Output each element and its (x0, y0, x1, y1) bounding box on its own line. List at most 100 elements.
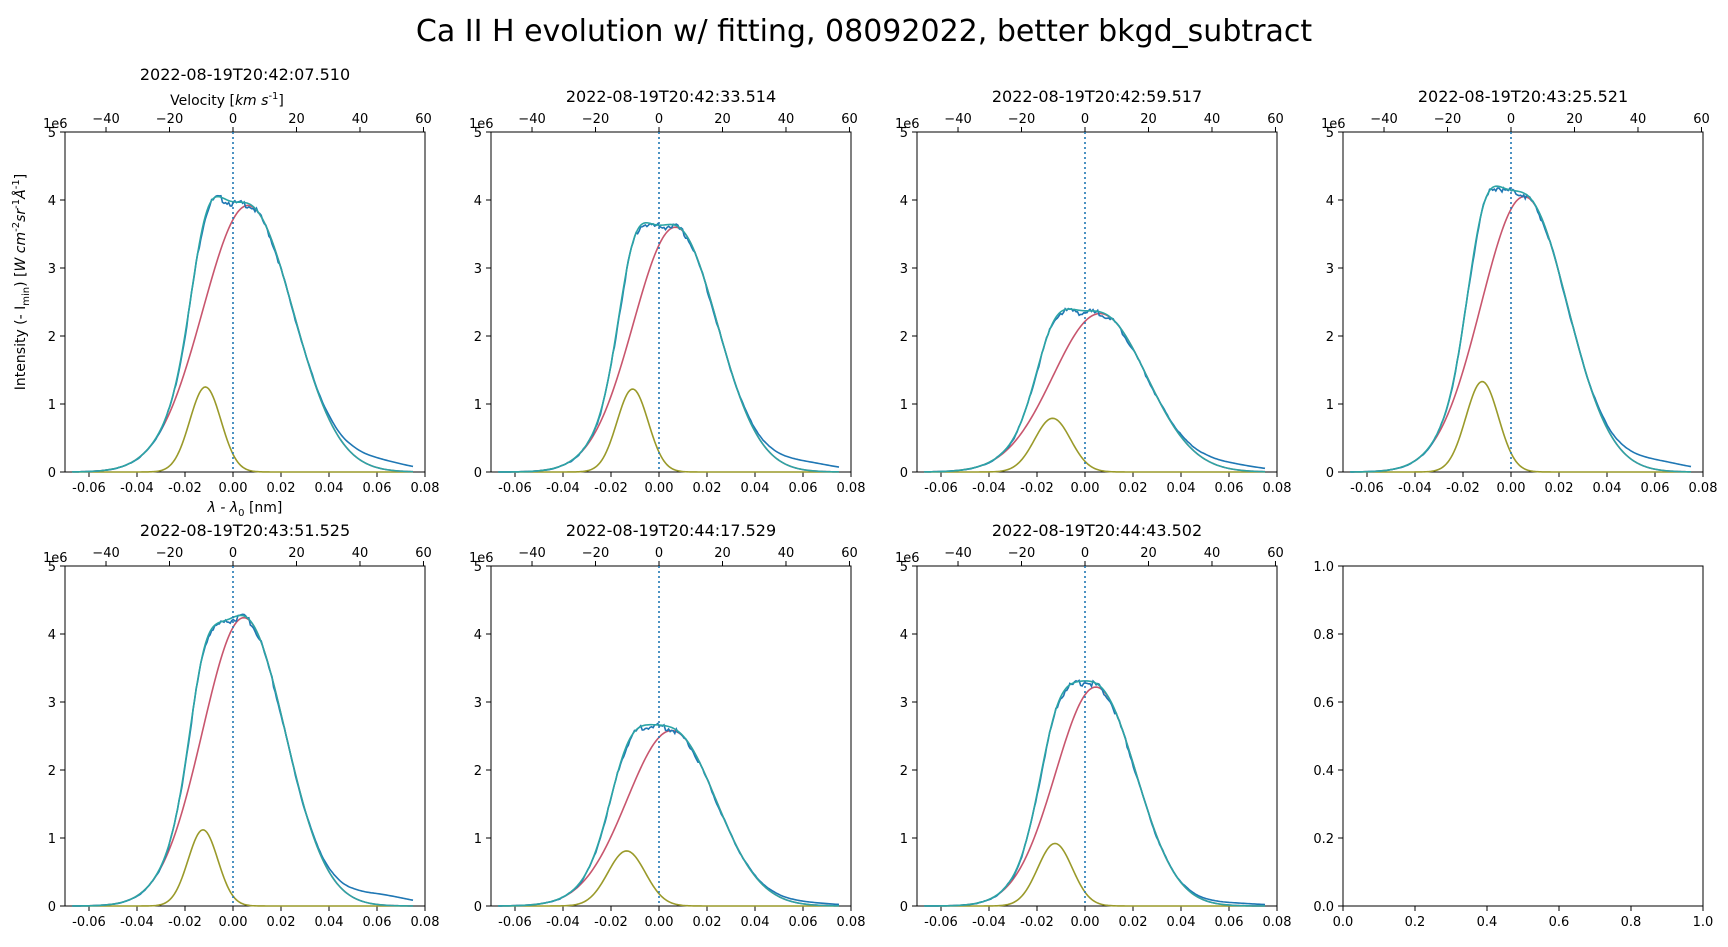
subplot-title: 2022-08-19T20:43:51.525 (140, 521, 350, 540)
blue-component-line (498, 850, 839, 907)
top-tick-label: 60 (415, 112, 432, 127)
x-tick-label: -0.04 (546, 915, 580, 930)
x-tick-label: 0.00 (219, 481, 248, 496)
top-tick-label: 60 (1267, 112, 1284, 127)
x-tick-label: 0.00 (1071, 481, 1100, 496)
top-tick-label: −20 (156, 112, 183, 127)
total-fit-line (498, 723, 840, 907)
x-tick-label: 0.02 (1119, 915, 1148, 930)
blue-component-line (72, 829, 413, 907)
y-tick-label: 2 (48, 764, 56, 779)
x-tick-label: 0.04 (315, 481, 344, 496)
y-offset-label: 1e6 (895, 551, 920, 566)
x-tick-label: 0.00 (219, 915, 248, 930)
total-fit-line (498, 221, 840, 473)
y-tick-label: 2 (1326, 330, 1334, 345)
top-tick-label: 20 (714, 112, 731, 127)
x-tick-label: 0.06 (1215, 915, 1244, 930)
x-tick-label: 0.4 (1477, 915, 1498, 930)
top-tick-label: 20 (1140, 112, 1157, 127)
top-tick-label: −20 (1008, 112, 1035, 127)
y-offset-label: 1e6 (43, 551, 68, 566)
y-tick-label: 2 (474, 330, 482, 345)
y-tick-label: 4 (900, 628, 908, 643)
top-tick-label: 20 (1566, 112, 1583, 127)
x-tick-label: 0.04 (1167, 915, 1196, 930)
top-tick-label: −40 (518, 112, 545, 127)
observed-profile-line (498, 722, 840, 907)
y-offset-label: 1e6 (469, 551, 494, 566)
y-tick-label: 0.8 (1313, 628, 1334, 643)
y-tick-label: 4 (1326, 194, 1334, 209)
total-fit-line (72, 614, 414, 907)
x-tick-label: 0.04 (741, 481, 770, 496)
top-tick-label: 60 (841, 112, 858, 127)
y-tick-label: 1 (900, 832, 908, 847)
x-tick-label: -0.04 (120, 481, 154, 496)
y-tick-label: 3 (48, 696, 56, 711)
x-axis-label: λ - λ0 [nm] (207, 500, 283, 519)
top-tick-label: 20 (288, 112, 305, 127)
y-tick-label: 4 (474, 194, 482, 209)
y-tick-label: 5 (48, 126, 56, 141)
top-tick-label: −40 (1370, 112, 1397, 127)
y-tick-label: 1 (474, 398, 482, 413)
top-tick-label: −40 (92, 546, 119, 561)
top-tick-label: 20 (714, 546, 731, 561)
observed-profile-line (924, 307, 1266, 473)
top-tick-label: −20 (1434, 112, 1461, 127)
y-tick-label: 2 (900, 330, 908, 345)
subplot-6: -0.06 -0.04 -0.02 0.00 0.02 0.04 0.06 0.08 0 1 2 3 4… (469, 521, 865, 930)
axes-frame (916, 131, 1278, 473)
x-tick-label: 0.06 (789, 915, 818, 930)
y-tick-label: 4 (474, 628, 482, 643)
y-tick-label: 4 (48, 628, 56, 643)
top-axis-label: Velocity [km s-1] (170, 91, 284, 109)
top-tick-label: 40 (778, 546, 795, 561)
x-tick-label: -0.02 (594, 915, 628, 930)
top-tick-label: 0 (1507, 112, 1515, 127)
x-tick-label: 0.00 (1071, 915, 1100, 930)
y-tick-label: 1 (1326, 398, 1334, 413)
y-tick-label: 0 (900, 900, 908, 915)
y-tick-label: 0 (474, 900, 482, 915)
x-tick-label: 0.00 (1497, 481, 1526, 496)
x-tick-label: -0.04 (546, 481, 580, 496)
x-tick-label: -0.06 (72, 481, 106, 496)
observed-profile-line (72, 194, 414, 473)
y-tick-label: 4 (48, 194, 56, 209)
x-tick-label: 0.08 (411, 481, 440, 496)
x-tick-label: 0.00 (645, 481, 674, 496)
top-tick-label: −20 (582, 112, 609, 127)
y-axis-label: Intensity (- Imin) [W cm-2sr-1Å-1] (11, 174, 32, 390)
x-tick-label: 0.02 (693, 481, 722, 496)
x-tick-label: 0.00 (645, 915, 674, 930)
top-tick-label: 40 (352, 112, 369, 127)
y-tick-label: 2 (474, 764, 482, 779)
observed-profile-line (72, 613, 414, 907)
y-tick-label: 3 (474, 262, 482, 277)
top-tick-label: −20 (156, 546, 183, 561)
x-tick-label: -0.04 (972, 915, 1006, 930)
x-tick-label: -0.06 (924, 915, 958, 930)
axes-frame (916, 565, 1278, 907)
y-offset-label: 1e6 (1321, 117, 1346, 132)
y-tick-label: 5 (48, 560, 56, 575)
total-fit-line (1350, 185, 1692, 473)
x-tick-label: 0.08 (837, 915, 866, 930)
x-tick-label: 0.06 (363, 481, 392, 496)
axes-frame (64, 565, 426, 907)
top-tick-label: 40 (352, 546, 369, 561)
x-tick-label: 0.08 (1263, 481, 1292, 496)
subplot-title: 2022-08-19T20:44:17.529 (566, 521, 776, 540)
y-tick-label: 0.4 (1313, 764, 1334, 779)
x-tick-label: 0.08 (411, 915, 440, 930)
y-offset-label: 1e6 (895, 117, 920, 132)
subplot-5: -0.06 -0.04 -0.02 0.00 0.02 0.04 0.06 0.08 0 1 2 3 4… (43, 521, 439, 930)
axes-frame (1342, 131, 1704, 473)
x-tick-label: 0.02 (1119, 481, 1148, 496)
x-tick-label: -0.06 (498, 481, 532, 496)
y-tick-label: 1 (474, 832, 482, 847)
total-fit-line (924, 308, 1266, 473)
main-component-line (498, 226, 840, 473)
